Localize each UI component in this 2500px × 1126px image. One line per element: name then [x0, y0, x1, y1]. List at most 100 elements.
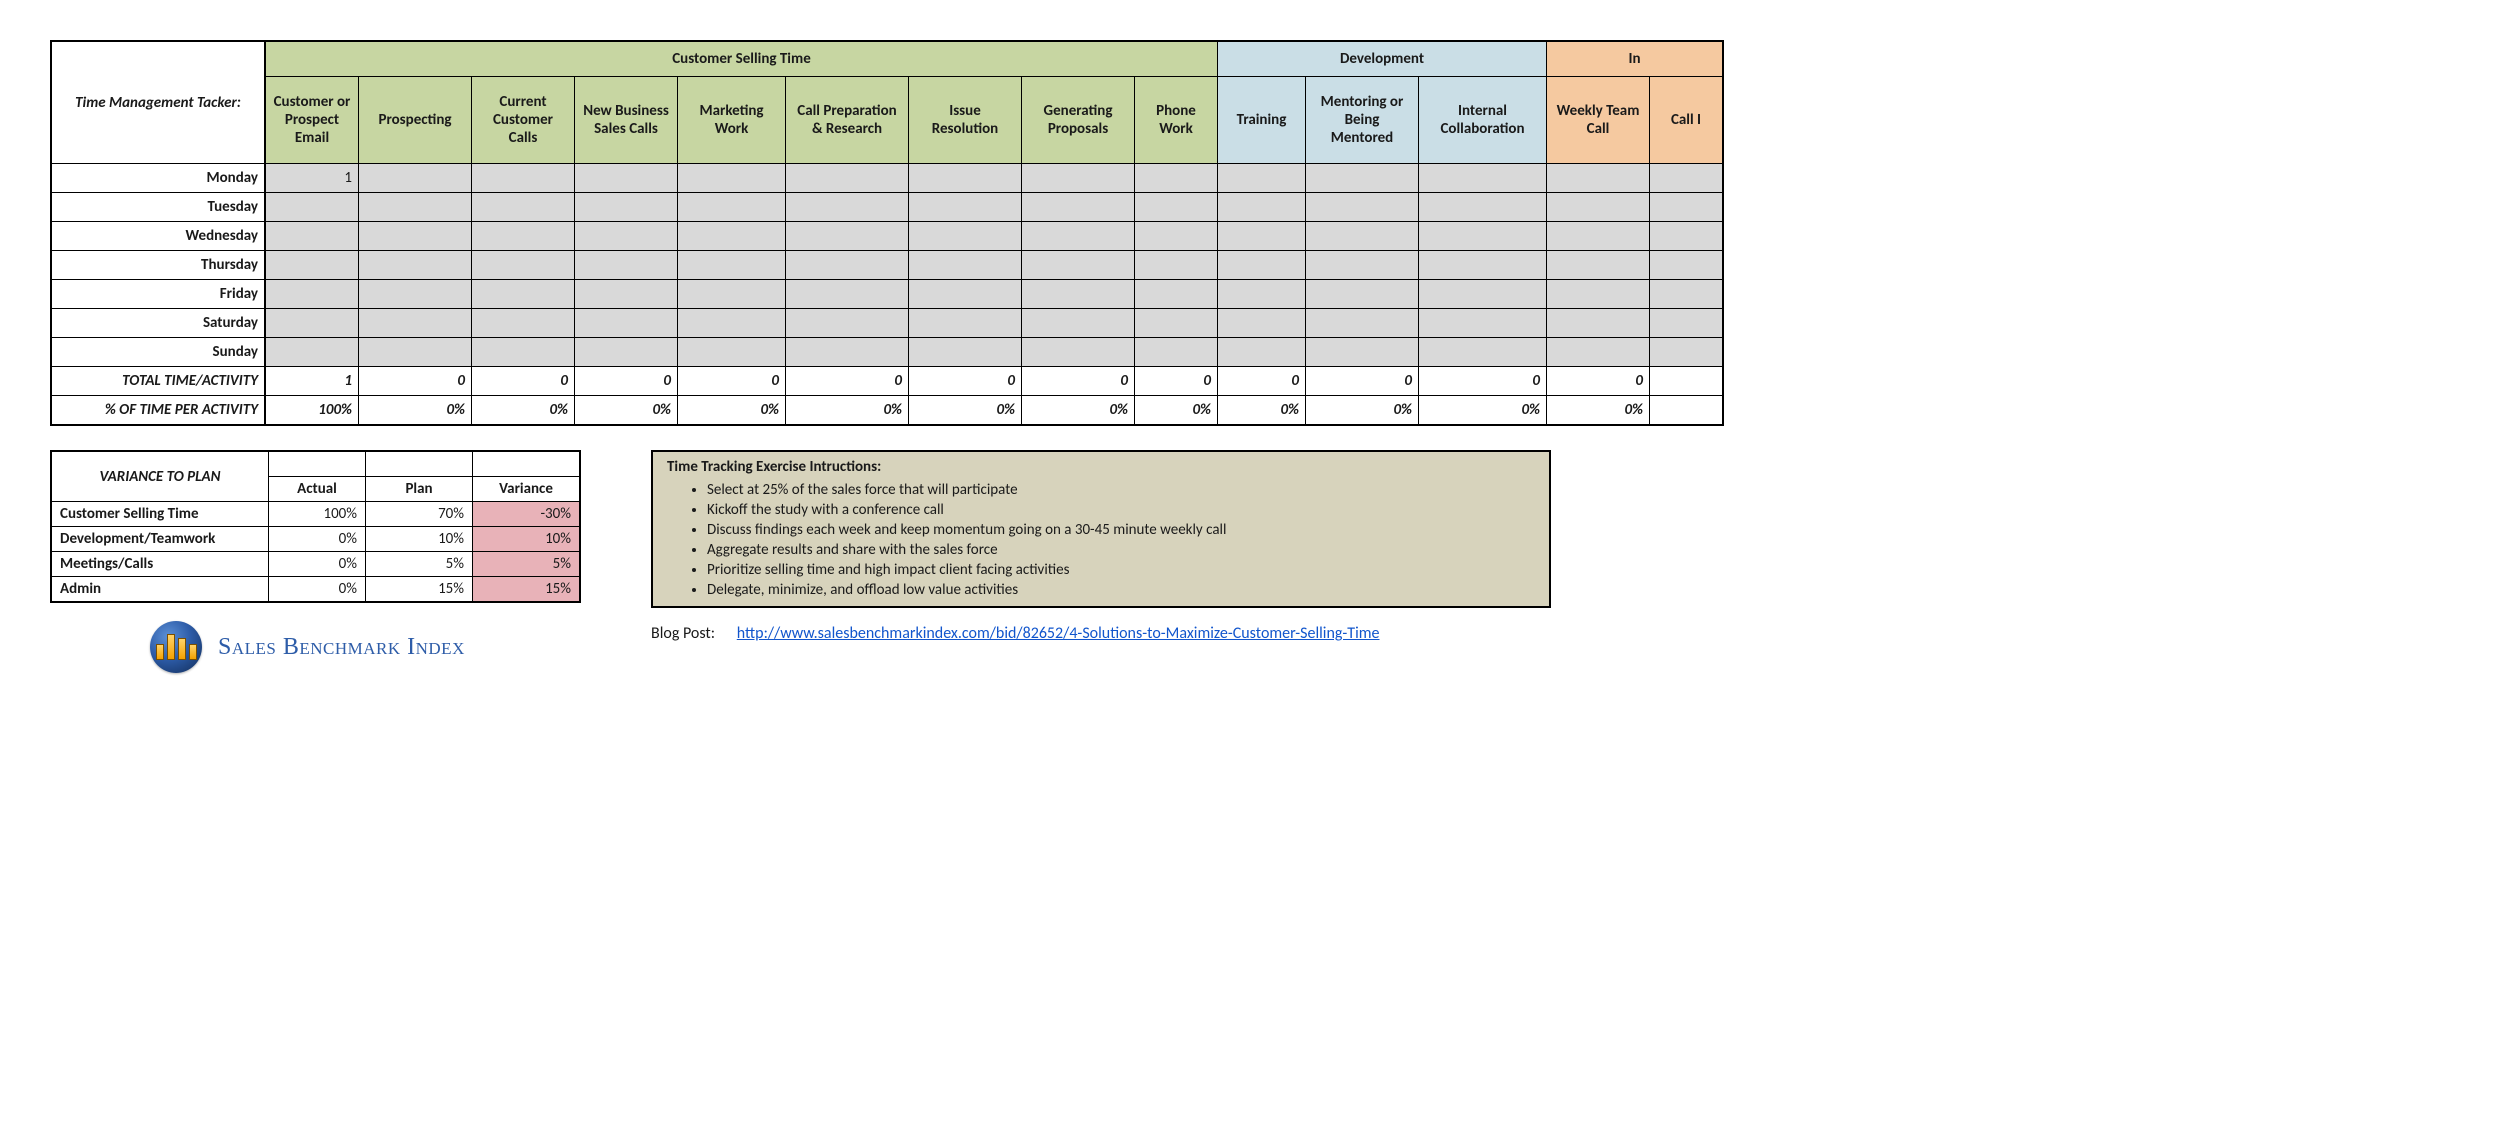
data-cell[interactable] [1135, 222, 1218, 251]
data-cell[interactable] [265, 251, 359, 280]
data-cell[interactable]: 1 [265, 164, 359, 193]
data-cell[interactable] [575, 309, 678, 338]
data-cell[interactable] [1650, 251, 1724, 280]
data-cell[interactable] [786, 251, 909, 280]
data-cell[interactable] [359, 280, 472, 309]
data-cell[interactable] [1218, 222, 1306, 251]
data-cell[interactable] [575, 338, 678, 367]
data-cell[interactable] [1650, 280, 1724, 309]
data-cell[interactable] [575, 193, 678, 222]
data-cell[interactable] [1022, 164, 1135, 193]
data-cell[interactable] [575, 251, 678, 280]
data-cell[interactable] [472, 222, 575, 251]
data-cell[interactable] [575, 164, 678, 193]
data-cell[interactable] [1650, 309, 1724, 338]
data-cell[interactable] [359, 164, 472, 193]
data-cell[interactable] [1306, 251, 1419, 280]
data-cell[interactable] [786, 309, 909, 338]
data-cell[interactable] [472, 193, 575, 222]
data-cell[interactable] [1135, 309, 1218, 338]
data-cell[interactable] [1547, 280, 1650, 309]
data-cell[interactable] [1218, 251, 1306, 280]
data-cell[interactable] [472, 338, 575, 367]
data-cell[interactable] [1306, 193, 1419, 222]
data-cell[interactable] [786, 280, 909, 309]
data-cell[interactable] [265, 222, 359, 251]
data-cell[interactable] [909, 309, 1022, 338]
data-cell[interactable] [359, 193, 472, 222]
data-cell[interactable] [1306, 309, 1419, 338]
data-cell[interactable] [265, 338, 359, 367]
data-cell[interactable] [472, 280, 575, 309]
data-cell[interactable] [678, 309, 786, 338]
data-cell[interactable] [909, 280, 1022, 309]
data-cell[interactable] [678, 280, 786, 309]
data-cell[interactable] [786, 193, 909, 222]
data-cell[interactable] [1547, 309, 1650, 338]
data-cell[interactable] [1650, 338, 1724, 367]
data-cell[interactable] [678, 193, 786, 222]
data-cell[interactable] [1419, 251, 1547, 280]
data-cell[interactable] [575, 222, 678, 251]
data-cell[interactable] [1135, 251, 1218, 280]
data-cell[interactable] [909, 193, 1022, 222]
data-cell[interactable] [909, 251, 1022, 280]
data-cell[interactable] [1135, 280, 1218, 309]
variance-variance: 10% [473, 527, 581, 552]
data-cell[interactable] [1022, 280, 1135, 309]
data-cell[interactable] [678, 251, 786, 280]
data-cell[interactable] [472, 251, 575, 280]
data-cell[interactable] [1218, 164, 1306, 193]
data-cell[interactable] [786, 222, 909, 251]
data-cell[interactable] [786, 338, 909, 367]
data-cell[interactable] [472, 309, 575, 338]
data-cell[interactable] [1650, 222, 1724, 251]
data-cell[interactable] [359, 338, 472, 367]
data-cell[interactable] [1547, 193, 1650, 222]
data-cell[interactable] [1022, 338, 1135, 367]
data-cell[interactable] [1022, 222, 1135, 251]
data-cell[interactable] [786, 164, 909, 193]
data-cell[interactable] [1547, 251, 1650, 280]
data-cell[interactable] [265, 193, 359, 222]
data-cell[interactable] [1218, 309, 1306, 338]
data-cell[interactable] [1306, 280, 1419, 309]
data-cell[interactable] [472, 164, 575, 193]
data-cell[interactable] [359, 251, 472, 280]
data-cell[interactable] [1022, 309, 1135, 338]
data-cell[interactable] [1306, 222, 1419, 251]
data-cell[interactable] [1306, 164, 1419, 193]
data-cell[interactable] [1022, 251, 1135, 280]
data-cell[interactable] [359, 309, 472, 338]
data-cell[interactable] [265, 309, 359, 338]
data-cell[interactable] [909, 338, 1022, 367]
data-cell[interactable] [1419, 309, 1547, 338]
data-cell[interactable] [359, 222, 472, 251]
data-cell[interactable] [678, 164, 786, 193]
data-cell[interactable] [1135, 338, 1218, 367]
data-cell[interactable] [1218, 280, 1306, 309]
data-cell[interactable] [265, 280, 359, 309]
data-cell[interactable] [1547, 164, 1650, 193]
data-cell[interactable] [1419, 222, 1547, 251]
data-cell[interactable] [1135, 193, 1218, 222]
data-cell[interactable] [909, 222, 1022, 251]
data-cell[interactable] [1547, 338, 1650, 367]
data-cell[interactable] [1650, 193, 1724, 222]
data-cell[interactable] [678, 222, 786, 251]
data-cell[interactable] [1218, 338, 1306, 367]
data-cell[interactable] [1022, 193, 1135, 222]
data-cell[interactable] [1547, 222, 1650, 251]
data-cell[interactable] [1419, 280, 1547, 309]
data-cell[interactable] [1135, 164, 1218, 193]
blog-link[interactable]: http://www.salesbenchmarkindex.com/bid/8… [737, 624, 1380, 643]
data-cell[interactable] [1218, 193, 1306, 222]
data-cell[interactable] [1419, 193, 1547, 222]
data-cell[interactable] [1419, 164, 1547, 193]
data-cell[interactable] [909, 164, 1022, 193]
data-cell[interactable] [1306, 338, 1419, 367]
data-cell[interactable] [678, 338, 786, 367]
data-cell[interactable] [1419, 338, 1547, 367]
data-cell[interactable] [575, 280, 678, 309]
data-cell[interactable] [1650, 164, 1724, 193]
